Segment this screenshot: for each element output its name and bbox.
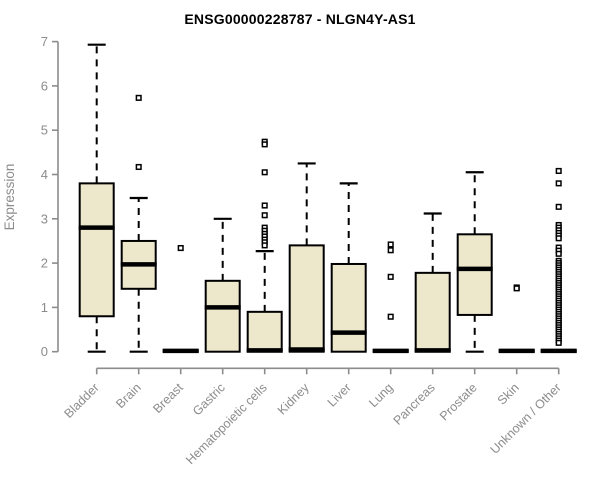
outlier-point bbox=[387, 313, 394, 320]
x-category-label: Gastric bbox=[190, 381, 228, 419]
x-category-label: Hematopoietic cells bbox=[183, 381, 270, 468]
outlier-point bbox=[135, 94, 142, 101]
outlier-point bbox=[387, 241, 394, 248]
outlier-point bbox=[555, 235, 562, 242]
x-category-label: Unknown / Other bbox=[488, 381, 564, 457]
box-group-gastric bbox=[204, 217, 241, 353]
box-group-hematopoietic-cells bbox=[246, 138, 283, 353]
outlier-point bbox=[387, 273, 394, 280]
box-group-pancreas bbox=[414, 212, 451, 353]
outlier-point bbox=[555, 250, 562, 257]
box-group-brain bbox=[120, 94, 157, 353]
x-category-label: Bladder bbox=[61, 381, 101, 421]
box-group-prostate bbox=[456, 171, 493, 353]
box-group-unknown-other bbox=[540, 167, 577, 354]
box bbox=[246, 310, 283, 353]
outlier-point bbox=[261, 141, 268, 148]
y-tick-label: 2 bbox=[41, 256, 48, 271]
box bbox=[456, 233, 493, 316]
box bbox=[204, 279, 241, 353]
chart-title: ENSG00000228787 - NLGN4Y-AS1 bbox=[184, 11, 416, 27]
x-category-label: Brain bbox=[113, 380, 144, 411]
outlier-point bbox=[261, 202, 268, 209]
x-category-label: Lung bbox=[366, 380, 396, 410]
box-group-breast bbox=[162, 244, 199, 354]
x-category-label: Prostate bbox=[437, 380, 480, 423]
outlier-point bbox=[555, 203, 562, 210]
outlier-point bbox=[135, 163, 142, 171]
outlier-point bbox=[261, 212, 268, 219]
box-group-lung bbox=[372, 241, 409, 354]
box-group-bladder bbox=[78, 43, 115, 353]
x-category-label: Liver bbox=[325, 381, 354, 410]
y-tick-label: 6 bbox=[41, 78, 48, 93]
y-tick-label: 1 bbox=[41, 300, 48, 315]
x-category-label: Skin bbox=[495, 380, 522, 407]
x-category-label: Breast bbox=[150, 380, 186, 416]
box-group-kidney bbox=[288, 162, 325, 353]
outlier-point bbox=[555, 339, 562, 346]
y-tick-label: 0 bbox=[41, 344, 48, 359]
box bbox=[414, 271, 451, 353]
y-tick-label: 3 bbox=[41, 211, 48, 226]
y-axis-title: Expression bbox=[2, 164, 17, 231]
x-category-label: Kidney bbox=[275, 380, 312, 417]
x-category-label: Pancreas bbox=[391, 381, 438, 428]
outlier-point bbox=[261, 242, 268, 249]
outlier-point bbox=[387, 247, 394, 254]
box-group-liver bbox=[330, 182, 367, 353]
y-tick-label: 4 bbox=[41, 167, 48, 182]
outlier-point bbox=[261, 169, 268, 176]
outlier-point bbox=[555, 180, 562, 187]
outlier-point bbox=[177, 244, 184, 252]
y-tick-label: 5 bbox=[41, 123, 48, 138]
box bbox=[288, 244, 325, 353]
box bbox=[78, 182, 115, 318]
box bbox=[330, 262, 367, 353]
outlier-point bbox=[555, 167, 562, 175]
outlier-point bbox=[513, 285, 520, 292]
box-group-skin bbox=[498, 284, 535, 354]
y-tick-label: 7 bbox=[41, 34, 48, 49]
